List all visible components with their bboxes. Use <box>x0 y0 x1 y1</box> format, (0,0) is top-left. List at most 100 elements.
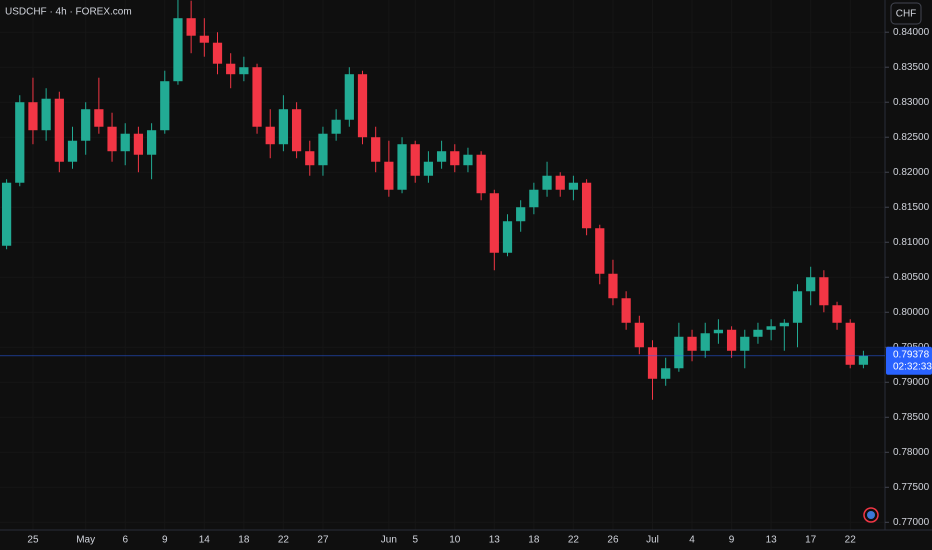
candle-body <box>239 67 249 75</box>
candle-body <box>621 298 631 323</box>
currency-button[interactable] <box>890 2 922 25</box>
candle-body <box>371 137 381 162</box>
candle-body <box>713 329 724 334</box>
countdown-label: 02:32:33 <box>893 361 932 372</box>
candle-body <box>146 130 157 155</box>
candle-body <box>107 126 117 152</box>
candle-body <box>120 133 130 152</box>
candle-body <box>502 221 513 253</box>
y-tick-label: 0.81000 <box>893 237 930 248</box>
x-tick-label: 6 <box>122 535 128 546</box>
candle-body <box>278 109 289 145</box>
candle-body <box>1 182 12 246</box>
candle-body <box>384 161 394 190</box>
x-tick-label: 18 <box>528 535 540 546</box>
candle-body <box>173 18 183 82</box>
last-price-label: 0.79378 <box>893 349 930 360</box>
y-tick-label: 0.80500 <box>893 272 930 283</box>
y-tick-label: 0.78500 <box>893 412 930 423</box>
currency-label[interactable]: CHF <box>896 9 917 20</box>
candle-body <box>41 98 51 131</box>
x-tick-label: 14 <box>199 535 211 546</box>
candle-body <box>318 133 328 166</box>
candle-body <box>357 74 368 138</box>
candle-body <box>212 42 223 64</box>
candle-body <box>94 109 104 127</box>
candle-body <box>186 18 196 36</box>
y-tick-label: 0.84000 <box>893 27 930 38</box>
candle-body <box>792 291 803 323</box>
candle-body <box>54 98 64 162</box>
y-tick-label: 0.77000 <box>893 517 930 528</box>
candle-body <box>331 119 341 134</box>
candle-body <box>226 63 236 75</box>
candle-body <box>634 322 644 348</box>
x-tick-label: 22 <box>568 535 580 546</box>
candle-body <box>463 154 473 166</box>
y-tick-label: 0.82500 <box>893 132 930 143</box>
candle-body <box>661 368 671 379</box>
y-tick-label: 0.83500 <box>893 62 930 73</box>
event-icon[interactable] <box>863 507 879 523</box>
y-tick-label: 0.80000 <box>893 307 930 318</box>
candle-body <box>265 126 275 145</box>
x-tick-label: 10 <box>449 535 461 546</box>
y-tick-label: 0.83000 <box>893 97 930 108</box>
x-tick-label: 9 <box>729 535 735 546</box>
x-tick-label: 26 <box>607 535 619 546</box>
candle-body <box>845 322 855 365</box>
candle-body <box>766 326 776 330</box>
x-tick-label: 13 <box>766 535 778 546</box>
x-tick-label: 22 <box>845 535 857 546</box>
x-tick-label: Jun <box>381 535 397 546</box>
x-tick-label: 13 <box>489 535 501 546</box>
candle-body <box>858 355 869 365</box>
candle-body <box>647 347 658 379</box>
candle-body <box>291 109 302 152</box>
event-icon-flag[interactable] <box>867 511 875 519</box>
candle-body <box>305 151 315 166</box>
plot-area <box>0 0 885 530</box>
x-tick-label: 5 <box>412 535 418 546</box>
candle-body <box>450 151 460 166</box>
candle-body <box>344 74 354 120</box>
candle-body <box>529 189 539 208</box>
candle-body <box>476 154 486 194</box>
x-tick-label: 17 <box>805 535 817 546</box>
x-tick-label: May <box>76 535 95 546</box>
candle-body <box>581 182 592 229</box>
candle-body <box>687 336 697 351</box>
candle-body <box>819 277 829 306</box>
last-price-box <box>886 346 932 375</box>
candle-body <box>542 175 552 190</box>
chart-title: USDCHF · 4h · FOREX.com <box>5 7 132 18</box>
candle-body <box>410 144 420 176</box>
candle-body <box>15 102 25 183</box>
candle-body <box>740 336 750 351</box>
candle-body <box>423 161 434 176</box>
candle-body <box>489 193 499 253</box>
y-tick-label: 0.82000 <box>893 167 930 178</box>
candle-body <box>779 322 789 327</box>
candle-body <box>568 182 579 190</box>
candle-body <box>674 336 684 369</box>
candle-body <box>133 133 144 155</box>
x-tick-label: 18 <box>238 535 250 546</box>
candle-body <box>67 140 78 162</box>
candle-body <box>726 329 737 351</box>
x-tick-label: 25 <box>27 535 39 546</box>
candle-body <box>700 333 710 351</box>
candle-body <box>608 273 618 299</box>
y-tick-label: 0.79000 <box>893 377 930 388</box>
candle-body <box>555 175 565 190</box>
candle-body <box>516 207 526 222</box>
candle-body <box>595 228 605 274</box>
candle-body <box>160 81 170 131</box>
y-tick-label: 0.81500 <box>893 202 930 213</box>
y-tick-label: 0.78000 <box>893 447 930 458</box>
candle-body <box>81 109 91 141</box>
candle-body <box>806 277 816 292</box>
x-tick-label: Jul <box>646 535 659 546</box>
candle-body <box>28 102 38 131</box>
